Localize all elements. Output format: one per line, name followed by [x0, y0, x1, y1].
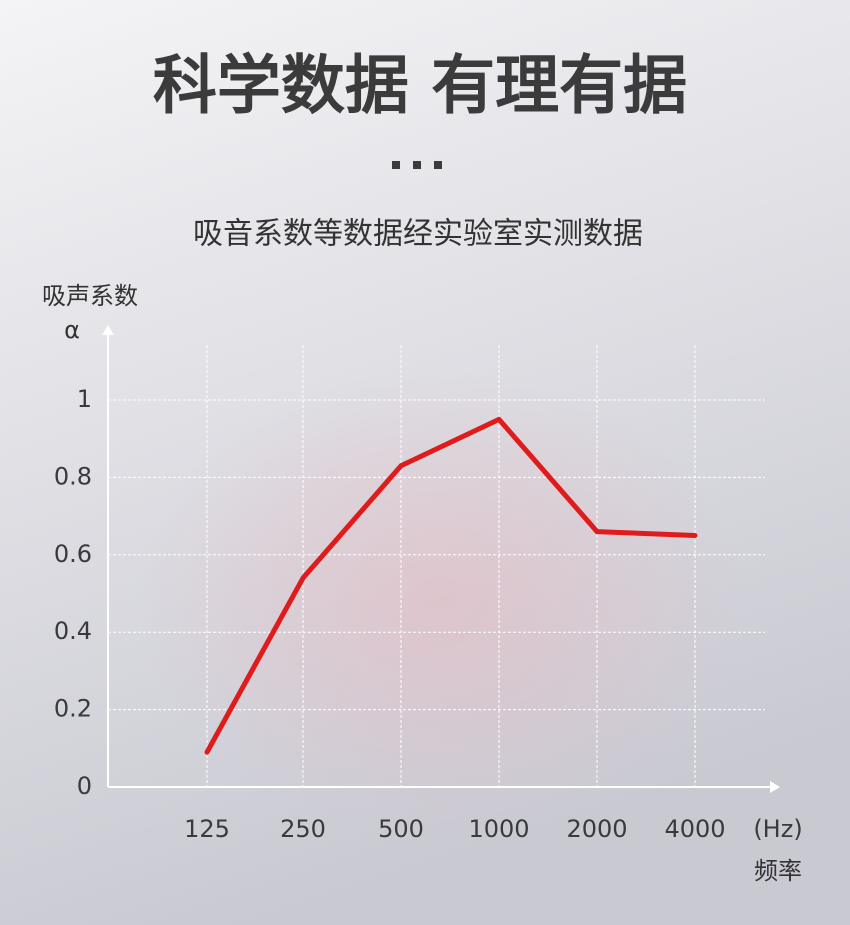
y-tick-label: 0.6 — [54, 540, 92, 568]
y-tick-label: 0.4 — [54, 617, 92, 645]
y-tick-label: 1 — [77, 385, 92, 413]
y-axis-arrow — [102, 325, 114, 335]
y-tick-label: 0.2 — [54, 695, 92, 723]
y-tick-label: 0 — [77, 772, 92, 800]
x-tick-label: 500 — [378, 815, 424, 843]
x-tick-label: 2000 — [566, 815, 627, 843]
x-tick-label: 250 — [280, 815, 326, 843]
subtitle: 吸音系数等数据经实验室实测数据 — [193, 217, 643, 252]
x-axis-arrow — [770, 781, 780, 793]
x-tick-label: 1000 — [468, 815, 529, 843]
y-axis-label: 吸声系数 — [42, 282, 138, 310]
chart-title: 科学数据 有理有据 — [153, 50, 687, 124]
x-axis-unit: (Hz) — [753, 815, 802, 843]
dots — [392, 161, 442, 169]
line-series — [204, 416, 698, 755]
y-axis-symbol: α — [64, 316, 80, 344]
x-axis-label: 频率 — [754, 857, 802, 885]
x-tick-label: 125 — [184, 815, 230, 843]
y-tick-label: 0.8 — [54, 462, 92, 490]
x-tick-label: 4000 — [664, 815, 725, 843]
glow — [140, 370, 740, 830]
